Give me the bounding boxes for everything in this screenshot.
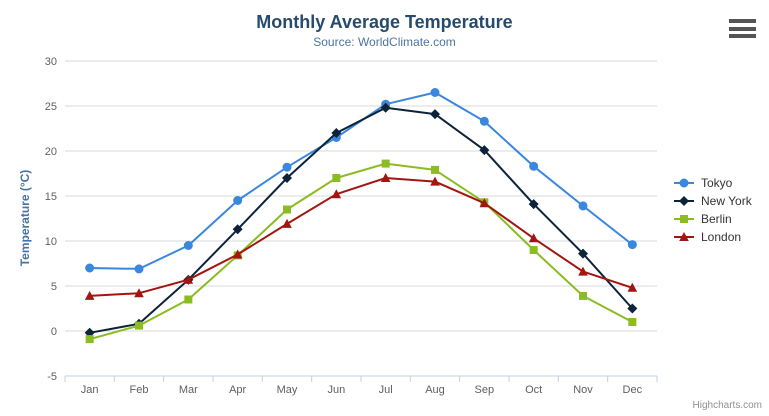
triangle-marker-icon [674, 232, 694, 241]
y-axis-label: 20 [45, 146, 57, 158]
series-line-new-york [88, 106, 634, 334]
square-marker-icon [674, 215, 694, 223]
menu-bar [729, 26, 756, 31]
point-london-mar[interactable] [183, 274, 194, 284]
series-line-tokyo [88, 91, 634, 270]
point-tokyo-mar[interactable] [183, 241, 193, 250]
point-london-aug[interactable] [430, 176, 440, 186]
y-axis-label: 15 [45, 191, 57, 203]
x-axis-label: Jan [81, 384, 99, 396]
point-berlin-jun[interactable] [332, 174, 341, 182]
x-axis-label: Jun [327, 384, 345, 396]
x-axis-label: Feb [130, 384, 149, 396]
legend-item-new-york[interactable]: New York [674, 194, 752, 208]
y-axis-label: -5 [47, 371, 57, 383]
x-axis-label: Apr [229, 384, 246, 396]
y-axis-label: 30 [45, 56, 57, 68]
point-tokyo-nov[interactable] [578, 201, 588, 211]
point-berlin-oct[interactable] [529, 246, 538, 254]
diamond-marker-icon [674, 196, 694, 206]
point-london-jun[interactable] [331, 189, 342, 199]
point-tokyo-aug[interactable] [430, 88, 440, 97]
point-new-york-apr[interactable] [232, 224, 243, 235]
series-line-berlin [88, 162, 634, 341]
point-tokyo-jan[interactable] [85, 263, 95, 273]
point-berlin-jul[interactable] [381, 159, 390, 168]
hamburger-menu-icon[interactable] [729, 19, 756, 38]
point-london-sep[interactable] [479, 198, 490, 208]
chart-subtitle: Source: WorldClimate.com [313, 35, 456, 49]
point-berlin-aug[interactable] [431, 165, 439, 174]
point-london-jul[interactable] [380, 173, 391, 182]
point-new-york-aug[interactable] [430, 109, 440, 120]
point-tokyo-oct[interactable] [529, 161, 539, 171]
menu-bar [729, 19, 756, 23]
point-london-oct[interactable] [528, 233, 539, 243]
point-new-york-sep[interactable] [479, 145, 490, 156]
point-berlin-dec[interactable] [628, 318, 637, 326]
point-london-nov[interactable] [578, 266, 588, 276]
x-axis-label: May [277, 384, 298, 396]
legend-label: London [701, 230, 742, 244]
y-axis-label: 5 [51, 281, 57, 293]
x-axis-label: Mar [179, 384, 198, 396]
point-tokyo-may[interactable] [282, 162, 292, 172]
point-tokyo-dec[interactable] [627, 240, 637, 250]
x-axis-label: Aug [425, 384, 445, 396]
point-london-feb[interactable] [134, 288, 144, 298]
point-berlin-feb[interactable] [135, 321, 143, 330]
square-marker-glyph [680, 215, 688, 223]
x-axis-label: Oct [525, 384, 542, 396]
point-berlin-mar[interactable] [184, 295, 193, 304]
point-new-york-jul[interactable] [380, 102, 391, 113]
legend-item-berlin[interactable]: Berlin [674, 212, 752, 226]
circle-marker-icon [674, 178, 694, 188]
point-berlin-jan[interactable] [85, 335, 94, 344]
point-tokyo-apr[interactable] [233, 196, 243, 205]
triangle-marker-glyph [679, 232, 689, 241]
point-london-jan[interactable] [84, 290, 95, 300]
diamond-marker-glyph [679, 196, 689, 206]
point-new-york-dec[interactable] [627, 303, 638, 314]
point-new-york-nov[interactable] [578, 248, 588, 259]
y-axis-label: 0 [51, 326, 57, 338]
y-axis-label: 25 [45, 101, 57, 113]
point-london-apr[interactable] [232, 249, 243, 259]
legend-label: New York [701, 194, 752, 208]
point-berlin-may[interactable] [283, 205, 291, 214]
point-new-york-may[interactable] [282, 173, 292, 183]
point-berlin-nov[interactable] [579, 291, 587, 300]
x-axis-label: Nov [573, 384, 593, 396]
point-new-york-oct[interactable] [528, 199, 539, 210]
menu-bar [729, 34, 756, 38]
x-axis-label: Dec [623, 384, 643, 396]
circle-marker-glyph [679, 178, 689, 188]
y-axis-title: Temperature (°C) [18, 169, 32, 267]
x-axis-label: Sep [475, 384, 495, 396]
point-london-dec[interactable] [627, 282, 638, 292]
legend-item-tokyo[interactable]: Tokyo [674, 176, 752, 190]
legend-label: Berlin [701, 212, 732, 226]
y-axis-label: 10 [45, 236, 57, 248]
legend-label: Tokyo [701, 176, 733, 190]
legend-item-london[interactable]: London [674, 230, 752, 244]
point-london-may[interactable] [282, 218, 292, 228]
chart-title: Monthly Average Temperature [256, 12, 513, 32]
legend: Tokyo New York Berlin London [674, 176, 752, 244]
point-tokyo-sep[interactable] [479, 116, 489, 126]
point-tokyo-feb[interactable] [134, 264, 144, 274]
credits-link[interactable]: Highcharts.com [692, 400, 762, 411]
x-axis-label: Jul [379, 384, 393, 396]
series-line-london [88, 177, 634, 297]
point-new-york-jun[interactable] [331, 128, 342, 138]
